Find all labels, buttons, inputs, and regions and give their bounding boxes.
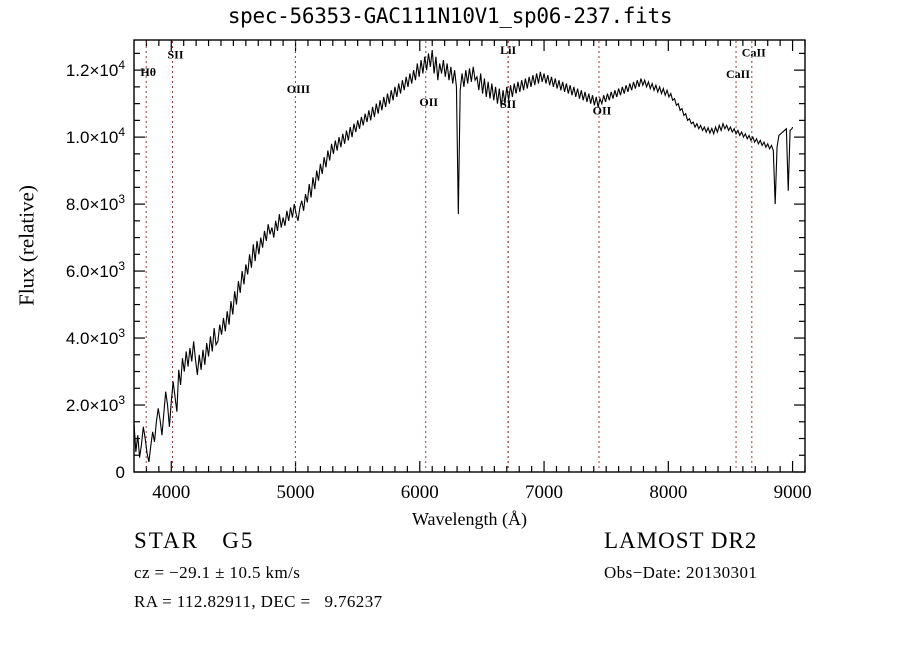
y-tick-label: 1.2×104 bbox=[66, 58, 125, 80]
x-tick-label: 7000 bbox=[525, 482, 563, 503]
spectral-line-label: OII bbox=[593, 104, 612, 118]
object-type-and-class: STAR G5 bbox=[134, 528, 383, 554]
coordinates: RA = 112.82911, DEC = 9.76237 bbox=[134, 592, 383, 611]
metadata-left-column: STAR G5 cz = −29.1 ± 10.5 km/s RA = 112.… bbox=[134, 528, 383, 612]
spectral-line-label: Hθ bbox=[140, 65, 156, 79]
x-axis-label: Wavelength (Å) bbox=[411, 509, 527, 529]
spectral-line-label: LiI bbox=[500, 43, 516, 57]
spectrum-chart: 4000 5000 6000 7000 8000 9000 0 2.0×103 4.0×103 6… bbox=[14, 39, 812, 529]
spectral-line-label: CaII bbox=[726, 67, 750, 81]
metadata-footer: STAR G5 cz = −29.1 ± 10.5 km/s RA = 112.… bbox=[0, 528, 900, 649]
x-tick-label: 9000 bbox=[774, 482, 812, 503]
page-title: spec-56353-GAC111N10V1_sp06-237.fits bbox=[227, 4, 673, 28]
spectrum-plot-svg: 4000 5000 6000 7000 8000 9000 0 2.0×103 4.0×103 6… bbox=[66, 39, 812, 503]
x-tick-label: 4000 bbox=[152, 482, 190, 503]
radial-velocity: cz = −29.1 ± 10.5 km/s bbox=[134, 563, 301, 582]
plot-frame bbox=[133, 39, 806, 473]
y-tick-label: 8.0×103 bbox=[66, 192, 125, 214]
x-tick-label: 5000 bbox=[277, 482, 315, 503]
y-tick-label: 6.0×103 bbox=[66, 259, 125, 281]
spectral-line-label: OIII bbox=[287, 82, 311, 96]
x-tick-label: 8000 bbox=[649, 482, 687, 503]
y-axis-label: Flux (relative) bbox=[14, 185, 39, 306]
y-tick-label: 1.0×104 bbox=[66, 125, 125, 147]
object-type: STAR bbox=[134, 528, 199, 553]
spectral-line-label: CaII bbox=[742, 45, 766, 59]
observation-date: Obs−Date: 20130301 bbox=[604, 563, 758, 582]
y-tick-label: 4.0×103 bbox=[66, 326, 125, 348]
survey-name: LAMOST DR2 bbox=[604, 528, 758, 553]
spectrum-trace bbox=[134, 49, 794, 463]
spectral-class: G5 bbox=[222, 528, 255, 553]
spectral-line-label: OII bbox=[419, 95, 438, 109]
y-tick-label: 2.0×103 bbox=[66, 393, 125, 415]
spectral-line-label: SII bbox=[168, 47, 184, 61]
x-tick-label: 6000 bbox=[401, 482, 439, 503]
y-tick-label: 0 bbox=[116, 463, 125, 482]
metadata-right-column: LAMOST DR2 Obs−Date: 20130301 bbox=[604, 528, 757, 583]
